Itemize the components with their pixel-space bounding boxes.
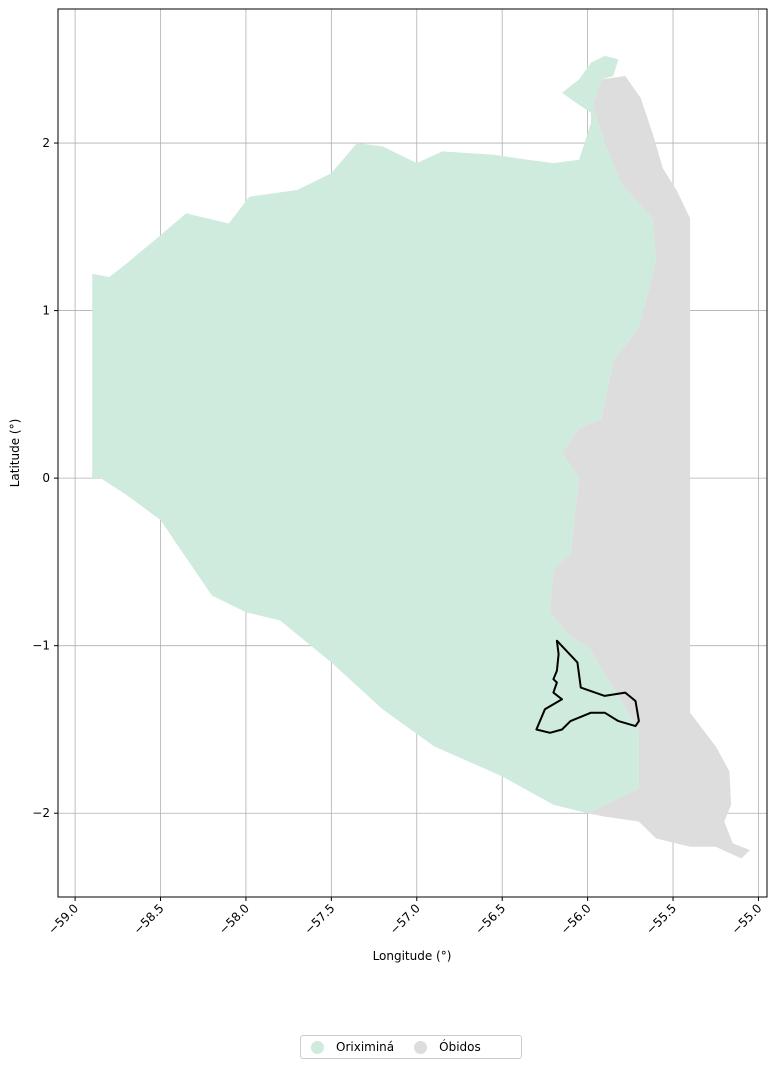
region-oriximina[interactable] <box>92 55 656 814</box>
y-tick-label: −1 <box>32 639 50 653</box>
legend-label-oriximina: Oriximiná <box>336 1040 395 1054</box>
y-tick-label: −2 <box>32 806 50 820</box>
legend: Oriximiná Óbidos <box>300 1035 522 1059</box>
x-tick-label: −59.0 <box>45 901 81 937</box>
x-tick-label: −57.5 <box>302 901 338 937</box>
highlight-boundary[interactable] <box>535 639 640 734</box>
map-plot: −59.0 −58.5 −58.0 −57.5 −57.0 −56.5 −56.0 −55.5… <box>8 8 768 963</box>
x-tick-label: −56.5 <box>472 901 508 937</box>
legend-item-oriximina[interactable]: Oriximiná <box>311 1040 394 1054</box>
x-axis-label: Longitude (°) <box>373 949 452 963</box>
x-tick-label: −55.0 <box>729 901 765 937</box>
y-axis-label: Latitude (°) <box>8 419 22 488</box>
legend-marker-oriximina <box>311 1040 324 1054</box>
x-tick-label: −57.0 <box>387 901 423 937</box>
x-tick-label: −58.5 <box>131 901 167 937</box>
x-tick-label: −56.0 <box>558 901 594 937</box>
x-tick-label: −58.0 <box>216 901 252 937</box>
y-tick-label: 1 <box>42 304 50 318</box>
x-tick-label: −55.5 <box>643 901 679 937</box>
legend-marker-obidos <box>414 1040 428 1054</box>
y-tick-label: 2 <box>42 136 50 150</box>
region-obidos[interactable] <box>550 76 750 859</box>
legend-item-obidos[interactable]: Óbidos <box>414 1040 481 1054</box>
plot-frame <box>57 8 768 898</box>
x-axis-ticks: −59.0 −58.5 −58.0 −57.5 −57.0 −56.5 −56.0 −55.5… <box>45 897 765 937</box>
regions <box>92 55 750 859</box>
y-axis-ticks: 2 1 0 −1 −2 <box>32 136 58 820</box>
legend-label-obidos: Óbidos <box>439 1040 481 1054</box>
y-tick-label: 0 <box>42 471 50 485</box>
